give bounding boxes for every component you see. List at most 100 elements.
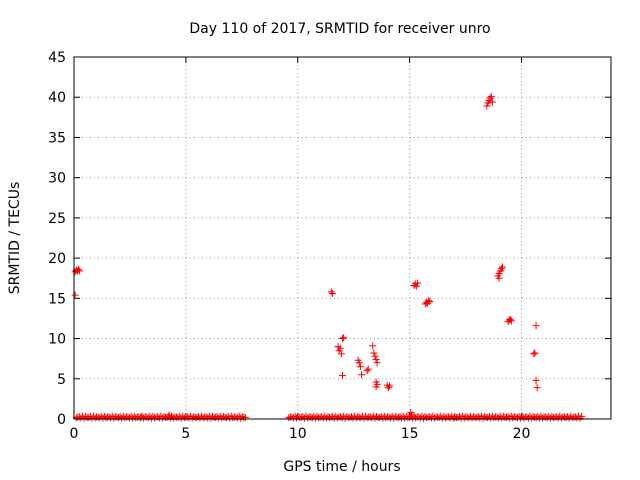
data-point	[532, 322, 540, 330]
y-axis-label: SRMTID / TECUs	[7, 182, 23, 295]
data-point	[339, 335, 346, 343]
data-point	[497, 265, 505, 273]
data-point	[144, 414, 152, 422]
data-point	[546, 414, 554, 422]
data-point	[76, 267, 84, 275]
chart-title: Day 110 of 2017, SRMTID for receiver unr…	[189, 21, 490, 37]
data-point	[408, 411, 416, 419]
x-tick-label: 10	[289, 426, 307, 442]
data-point	[503, 413, 511, 421]
data-point	[390, 414, 398, 422]
data-point	[530, 350, 538, 358]
data-point	[364, 365, 372, 373]
data-point	[498, 414, 506, 422]
data-point	[498, 263, 506, 271]
data-point	[486, 94, 494, 102]
data-point	[241, 413, 249, 421]
data-point	[435, 414, 443, 422]
data-point	[223, 414, 231, 422]
data-point	[372, 355, 380, 363]
data-point	[129, 414, 137, 422]
data-points	[71, 92, 586, 422]
data-point	[188, 414, 196, 422]
data-point	[468, 414, 476, 422]
data-point	[355, 359, 363, 367]
data-point	[487, 92, 495, 100]
data-point	[371, 352, 379, 360]
data-point	[483, 102, 491, 110]
data-point	[307, 413, 315, 421]
data-point	[479, 414, 487, 422]
data-point	[327, 288, 335, 296]
data-point	[450, 413, 458, 421]
y-tick-label: 35	[48, 130, 66, 146]
data-point	[488, 98, 496, 106]
y-tick-label: 10	[48, 332, 66, 348]
x-tick-label: 15	[401, 426, 419, 442]
data-point	[426, 298, 434, 306]
data-point	[71, 291, 79, 299]
data-point	[340, 334, 348, 342]
grid	[74, 57, 611, 419]
data-point	[158, 414, 166, 422]
data-point	[207, 414, 215, 422]
data-point	[311, 414, 319, 422]
data-point	[337, 350, 345, 358]
data-point	[562, 414, 570, 422]
data-point	[528, 414, 536, 422]
data-point	[80, 414, 88, 422]
data-point	[94, 413, 102, 421]
ticks: 0 5 10 15 20 0 5 10 15 20 25 30 35 40 45	[48, 50, 611, 442]
data-point	[74, 265, 82, 273]
y-tick-label: 30	[48, 171, 66, 187]
data-point	[385, 413, 393, 421]
x-tick-label: 0	[70, 426, 79, 442]
data-point	[412, 282, 420, 290]
data-point	[384, 384, 392, 392]
data-point	[110, 414, 118, 422]
y-tick-label: 5	[57, 372, 66, 388]
data-point	[372, 383, 380, 391]
y-tick-label: 25	[48, 211, 66, 227]
data-point	[370, 349, 378, 357]
data-point	[542, 413, 550, 421]
data-point	[373, 359, 381, 367]
data-point	[425, 297, 433, 305]
x-tick-label: 20	[513, 426, 531, 442]
data-point	[328, 290, 336, 298]
data-point	[293, 414, 301, 422]
y-tick-label: 40	[48, 90, 66, 106]
y-tick-label: 0	[57, 412, 66, 428]
data-point	[99, 414, 107, 422]
data-point	[363, 367, 371, 375]
data-point	[513, 414, 521, 422]
y-tick-label: 15	[48, 291, 66, 307]
data-point	[327, 414, 335, 422]
data-point	[356, 363, 364, 371]
data-point	[424, 413, 432, 421]
data-point	[336, 344, 344, 352]
data-point	[532, 413, 540, 421]
data-point	[115, 414, 123, 422]
data-point	[532, 376, 540, 384]
plot-frame	[73, 56, 612, 420]
data-point	[371, 414, 379, 422]
x-tick-label: 5	[181, 426, 190, 442]
data-point	[419, 414, 427, 422]
data-point	[576, 414, 584, 422]
data-point	[385, 382, 393, 390]
data-point	[531, 349, 539, 357]
data-point	[346, 413, 354, 421]
data-point	[357, 414, 365, 422]
data-point	[507, 317, 515, 325]
data-point	[358, 371, 366, 379]
data-point	[85, 413, 93, 421]
y-tick-label: 45	[48, 50, 66, 66]
data-point	[339, 372, 346, 380]
data-point	[212, 413, 220, 421]
data-point	[369, 342, 377, 350]
data-point	[193, 414, 201, 422]
data-point	[463, 413, 471, 421]
data-point	[237, 414, 245, 422]
data-point	[341, 414, 349, 422]
